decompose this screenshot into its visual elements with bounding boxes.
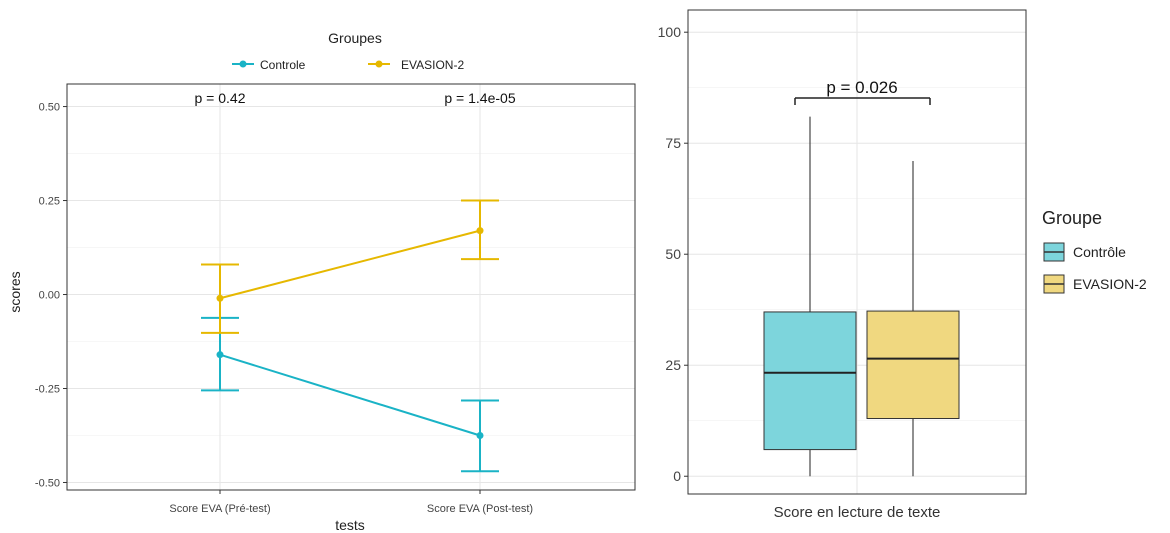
x-axis: Score EVA (Pré-test) Score EVA (Post-test… xyxy=(169,490,533,515)
x-tick-label: Score EVA (Post-test) xyxy=(427,503,533,515)
line-chart: Groupes Controle EVASION-2 0.50 0.25 0.00 -… xyxy=(7,30,636,533)
plot-panel-border xyxy=(687,9,1027,495)
legend-key-marker-evasion xyxy=(375,60,383,68)
legend-label-controle: Controle xyxy=(260,58,306,72)
box-chart: 100 75 50 25 0 p = 0.026 Score en lecture de… xyxy=(658,9,1147,521)
y-axis: 0.50 0.25 0.00 -0.25 -0.50 xyxy=(35,102,67,489)
y-tick-label: 0.00 xyxy=(39,290,60,302)
series-layer xyxy=(201,199,499,473)
y-tick-label: 100 xyxy=(658,24,682,40)
y-tick-label: 25 xyxy=(665,357,681,373)
x-tick-label: Score EVA (Pré-test) xyxy=(169,503,270,515)
series-line xyxy=(219,353,481,437)
data-point xyxy=(216,351,224,359)
y-axis-title: scores xyxy=(7,271,23,312)
series-controle xyxy=(201,316,499,473)
p-value-post: p = 1.4e-05 xyxy=(444,90,515,106)
plot-panel-border xyxy=(66,83,636,491)
data-point xyxy=(216,294,224,302)
box-controle xyxy=(763,116,857,477)
legend: Groupe Contrôle EVASION-2 xyxy=(1042,208,1147,294)
legend-title: Groupe xyxy=(1042,208,1102,228)
legend: Groupes Controle EVASION-2 xyxy=(232,30,464,72)
y-tick-label: -0.25 xyxy=(35,384,60,396)
legend-entry-controle: Controle xyxy=(232,58,306,72)
y-tick-label: 0.25 xyxy=(39,196,60,208)
grid xyxy=(67,84,635,490)
box-evasion xyxy=(866,160,960,477)
y-tick-label: 0 xyxy=(673,468,681,484)
boxes-layer xyxy=(763,116,960,477)
y-tick-label: -0.50 xyxy=(35,477,60,489)
legend-label-evasion: EVASION-2 xyxy=(1073,276,1147,292)
p-value-bracket: p = 0.026 xyxy=(794,78,931,105)
p-value-label: p = 0.026 xyxy=(826,78,897,97)
y-tick-label: 0.50 xyxy=(39,102,60,114)
box-iqr xyxy=(763,311,857,451)
legend-title: Groupes xyxy=(328,30,382,46)
legend-entry-evasion: EVASION-2 xyxy=(368,58,464,72)
series-line xyxy=(219,229,481,300)
grid xyxy=(688,10,1026,494)
legend-label-evasion: EVASION-2 xyxy=(401,58,464,72)
x-axis-title: Score en lecture de texte xyxy=(774,504,941,521)
x-axis-title: tests xyxy=(335,517,365,533)
data-point xyxy=(476,431,484,439)
y-tick-label: 50 xyxy=(665,246,681,262)
box-iqr xyxy=(866,310,960,420)
y-axis: 100 75 50 25 0 xyxy=(658,24,688,484)
series-evasion xyxy=(201,199,499,334)
data-point xyxy=(476,227,484,235)
legend-label-controle: Contrôle xyxy=(1073,244,1126,260)
legend-key-marker-controle xyxy=(239,60,247,68)
y-tick-label: 75 xyxy=(665,135,681,151)
p-value-pre: p = 0.42 xyxy=(195,90,246,106)
